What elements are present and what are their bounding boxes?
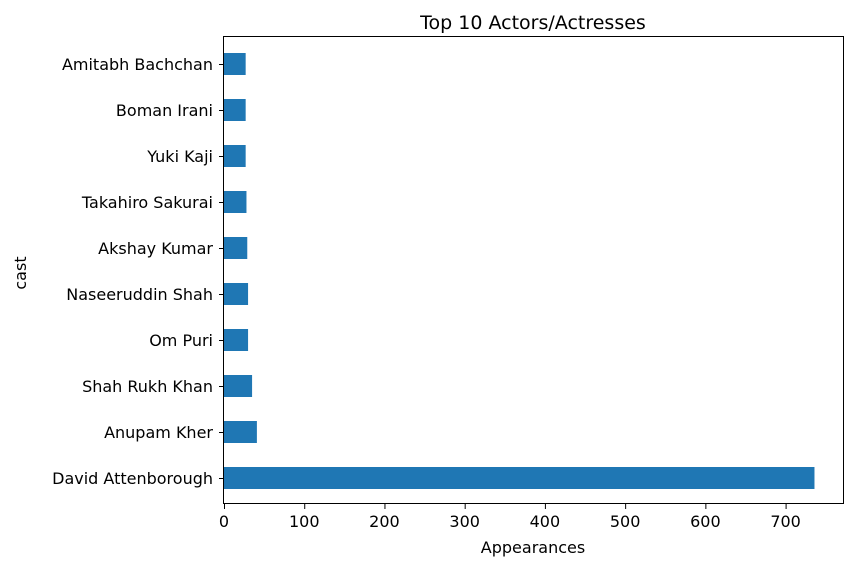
y-tick-label: David Attenborough bbox=[52, 469, 213, 488]
y-tick-label: Anupam Kher bbox=[104, 423, 213, 442]
x-tick-label: 0 bbox=[219, 512, 229, 531]
y-axis-ticks: David Attenborough Anupam Kher Shah Rukh K… bbox=[52, 55, 224, 488]
y-tick-label: Amitabh Bachchan bbox=[62, 55, 213, 74]
y-tick-label: Shah Rukh Khan bbox=[82, 377, 213, 396]
chart-title: Top 10 Actors/Actresses bbox=[419, 12, 646, 34]
x-tick-label: 500 bbox=[610, 512, 641, 531]
bar-yuki-kaji bbox=[224, 145, 246, 167]
bar-david-attenborough bbox=[224, 467, 815, 489]
x-tick-label: 400 bbox=[530, 512, 561, 531]
y-tick-label: Yuki Kaji bbox=[146, 147, 213, 166]
x-tick-label: 600 bbox=[690, 512, 721, 531]
y-axis-label: cast bbox=[11, 256, 30, 289]
x-axis-ticks: 0 100 200 300 400 500 600 700 bbox=[219, 504, 801, 531]
bar-amitabh-bachchan bbox=[224, 53, 246, 75]
x-tick-label: 300 bbox=[449, 512, 480, 531]
plot-frame bbox=[223, 36, 844, 504]
y-tick-label: Naseeruddin Shah bbox=[66, 285, 213, 304]
y-tick-label: Boman Irani bbox=[116, 101, 213, 120]
y-tick-label: Takahiro Sakurai bbox=[81, 193, 213, 212]
bar-naseeruddin-shah bbox=[224, 283, 249, 305]
x-tick-label: 700 bbox=[770, 512, 801, 531]
y-tick-label: Akshay Kumar bbox=[98, 239, 213, 258]
bar-shah-rukh-khan bbox=[224, 375, 253, 397]
bars-group bbox=[224, 53, 815, 489]
bar-takahiro-sakurai bbox=[224, 191, 247, 213]
bar-anupam-kher bbox=[224, 421, 257, 443]
bar-boman-irani bbox=[224, 99, 246, 121]
x-axis-label: Appearances bbox=[481, 538, 585, 557]
y-tick-label: Om Puri bbox=[149, 331, 213, 350]
bar-akshay-kumar bbox=[224, 237, 248, 259]
bar-om-puri bbox=[224, 329, 249, 351]
x-tick-label: 100 bbox=[289, 512, 320, 531]
x-tick-label: 200 bbox=[369, 512, 400, 531]
